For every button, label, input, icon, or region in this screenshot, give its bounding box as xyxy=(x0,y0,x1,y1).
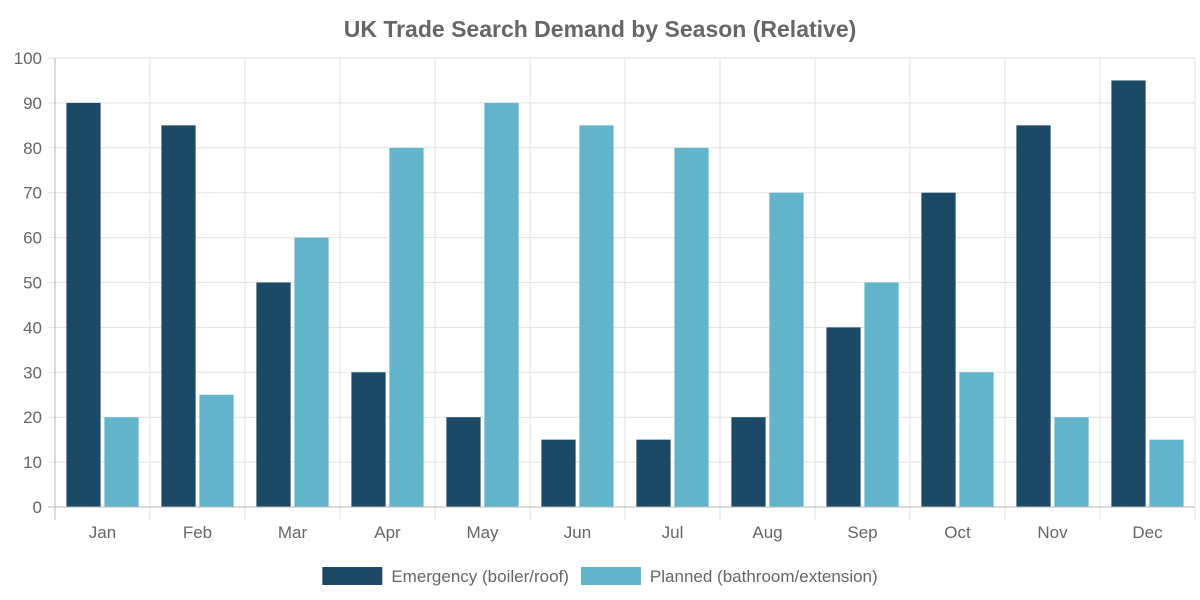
legend-item-emergency[interactable]: Emergency (boiler/roof) xyxy=(322,567,569,586)
x-tick-label: Jan xyxy=(89,523,116,542)
x-tick-label: Jun xyxy=(564,523,591,542)
x-tick-label: Mar xyxy=(278,523,308,542)
bar-planned-aug[interactable] xyxy=(769,192,804,507)
bar-emergency-jul[interactable] xyxy=(636,439,671,507)
bars-layer xyxy=(66,80,1184,508)
bar-planned-feb[interactable] xyxy=(199,394,234,507)
x-tick-label: May xyxy=(466,523,499,542)
y-tick-label: 30 xyxy=(23,363,42,382)
bar-emergency-may[interactable] xyxy=(446,417,481,507)
bar-emergency-mar[interactable] xyxy=(256,282,291,508)
bar-emergency-oct[interactable] xyxy=(921,192,956,507)
bar-emergency-nov[interactable] xyxy=(1016,125,1051,507)
y-tick-label: 70 xyxy=(23,184,42,203)
bar-planned-nov[interactable] xyxy=(1054,417,1089,507)
y-tick-label: 10 xyxy=(23,453,42,472)
legend-label: Planned (bathroom/extension) xyxy=(650,567,878,586)
bar-planned-jul[interactable] xyxy=(674,147,709,508)
grid-layer xyxy=(48,57,1196,520)
legend-swatch xyxy=(580,567,641,585)
bar-planned-dec[interactable] xyxy=(1149,439,1184,507)
axis-layer: 0 10 20 30 40 50 60 70 80 90 100 Jan Feb Mar Apr May Jun… xyxy=(14,49,1195,542)
legend-label: Emergency (boiler/roof) xyxy=(391,567,569,586)
bar-emergency-apr[interactable] xyxy=(351,372,386,507)
x-tick-label: Oct xyxy=(944,523,971,542)
bar-planned-jun[interactable] xyxy=(579,125,614,507)
bar-emergency-jan[interactable] xyxy=(66,102,101,508)
x-tick-label: Feb xyxy=(183,523,212,542)
chart-title: UK Trade Search Demand by Season (Relati… xyxy=(344,16,857,42)
y-tick-label: 50 xyxy=(23,274,42,293)
x-tick-label: Sep xyxy=(847,523,877,542)
bar-emergency-aug[interactable] xyxy=(731,417,766,507)
bar-planned-sep[interactable] xyxy=(864,282,899,508)
bar-planned-apr[interactable] xyxy=(389,147,424,508)
bar-emergency-feb[interactable] xyxy=(161,125,196,507)
bar-emergency-sep[interactable] xyxy=(826,327,861,507)
legend-swatch xyxy=(322,567,383,585)
x-tick-label: Apr xyxy=(374,523,401,542)
y-tick-label: 40 xyxy=(23,318,42,337)
bar-planned-may[interactable] xyxy=(484,102,519,508)
y-tick-label: 100 xyxy=(14,49,42,68)
x-tick-label: Aug xyxy=(752,523,782,542)
y-tick-label: 0 xyxy=(33,498,42,517)
y-tick-label: 20 xyxy=(23,408,42,427)
x-tick-label: Dec xyxy=(1132,523,1163,542)
bar-planned-jan[interactable] xyxy=(104,417,139,507)
legend: Emergency (boiler/roof) Planned (bathroom… xyxy=(322,567,878,586)
bar-emergency-jun[interactable] xyxy=(541,439,576,507)
bar-emergency-dec[interactable] xyxy=(1111,80,1146,507)
y-tick-label: 90 xyxy=(23,94,42,113)
x-tick-label: Nov xyxy=(1037,523,1068,542)
y-tick-label: 60 xyxy=(23,229,42,248)
y-tick-label: 80 xyxy=(23,139,42,158)
legend-item-planned[interactable]: Planned (bathroom/extension) xyxy=(580,567,878,586)
x-tick-label: Jul xyxy=(662,523,684,542)
bar-planned-mar[interactable] xyxy=(294,237,329,507)
bar-planned-oct[interactable] xyxy=(959,372,994,507)
